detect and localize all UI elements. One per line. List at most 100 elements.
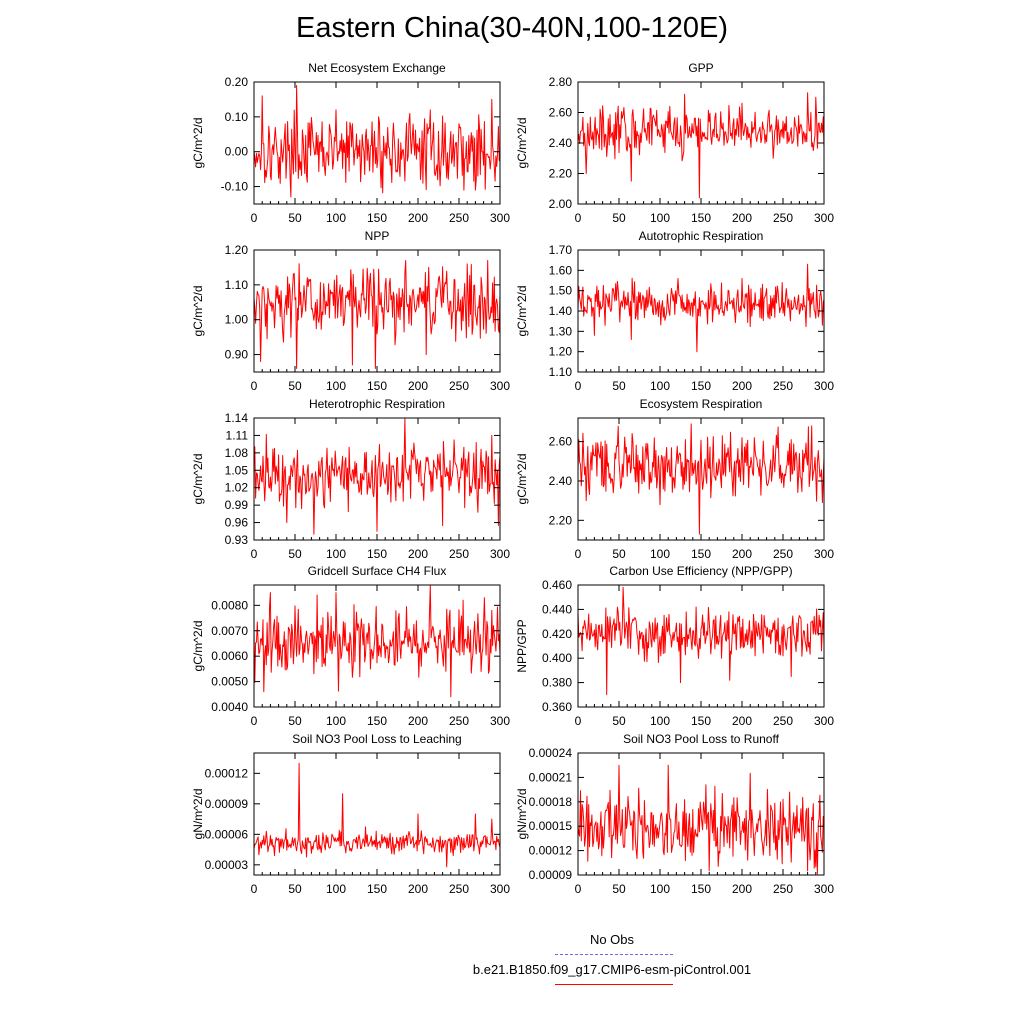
x-tick-label: 300	[490, 379, 510, 393]
y-tick-label: 1.70	[549, 243, 573, 257]
y-tick-label: 0.00012	[529, 844, 573, 858]
x-tick-label: 250	[773, 547, 793, 561]
y-tick-label: 0.93	[225, 533, 249, 547]
y-tick-label: 0.460	[542, 578, 572, 592]
x-tick-label: 200	[408, 547, 428, 561]
x-tick-label: 250	[773, 882, 793, 896]
x-tick-label: 300	[490, 714, 510, 728]
x-tick-label: 0	[575, 714, 582, 728]
y-tick-label: 0.0050	[211, 675, 248, 689]
panel-2: GPP gC/m^2/d 0 50 100 150 200 250 300 2.00 2.20 2.4…	[515, 61, 834, 225]
y-axis-label: gN/m^2/d	[515, 789, 529, 840]
x-tick-label: 300	[814, 211, 834, 225]
x-tick-label: 100	[650, 379, 670, 393]
legend-obs-line	[555, 954, 673, 955]
x-tick-label: 300	[814, 714, 834, 728]
x-tick-label: 0	[251, 547, 258, 561]
x-tick-label: 150	[691, 882, 711, 896]
x-tick-label: 50	[288, 882, 302, 896]
y-axis-label: gC/m^2/d	[515, 118, 529, 169]
x-tick-label: 300	[490, 211, 510, 225]
y-axis-label: gC/m^2/d	[515, 454, 529, 505]
x-tick-label: 150	[691, 714, 711, 728]
x-tick-label: 200	[408, 882, 428, 896]
panel-8: Carbon Use Efficiency (NPP/GPP) NPP/GPP 0 5…	[515, 564, 834, 728]
x-tick-label: 100	[650, 211, 670, 225]
panel-9: Soil NO3 Pool Loss to Leaching gN/m^2/d 0 5…	[191, 732, 510, 896]
x-tick-label: 150	[367, 211, 387, 225]
x-tick-label: 150	[691, 547, 711, 561]
x-tick-label: 250	[773, 211, 793, 225]
x-tick-label: 150	[367, 547, 387, 561]
x-tick-label: 100	[326, 714, 346, 728]
series-line	[253, 85, 501, 198]
x-tick-label: 0	[575, 882, 582, 896]
panel-6: Ecosystem Respiration gC/m^2/d 0 50 100 150 20…	[515, 397, 834, 561]
x-tick-label: 200	[732, 882, 752, 896]
panel-title: Soil NO3 Pool Loss to Leaching	[292, 732, 461, 746]
x-tick-label: 100	[326, 211, 346, 225]
x-tick-label: 250	[449, 547, 469, 561]
x-tick-label: 250	[449, 882, 469, 896]
y-tick-label: 0.00009	[205, 797, 249, 811]
x-tick-label: 300	[814, 547, 834, 561]
y-tick-label: 1.40	[549, 304, 573, 318]
panel-title: Carbon Use Efficiency (NPP/GPP)	[609, 564, 792, 578]
y-tick-label: 1.05	[225, 463, 249, 477]
y-tick-label: 2.20	[549, 167, 573, 181]
panel-title: Ecosystem Respiration	[640, 397, 763, 411]
y-tick-label: 1.10	[225, 278, 249, 292]
x-tick-label: 300	[490, 547, 510, 561]
x-tick-label: 250	[449, 211, 469, 225]
plot-frame	[577, 249, 825, 373]
x-tick-label: 300	[814, 379, 834, 393]
y-tick-label: 0.440	[542, 602, 572, 616]
plot-frame	[577, 417, 825, 541]
legend-model-label: b.e21.B1850.f09_g17.CMIP6-esm-piControl.…	[472, 962, 752, 977]
y-axis-label: gC/m^2/d	[191, 118, 205, 169]
y-tick-label: 0.99	[225, 498, 249, 512]
x-tick-label: 200	[408, 714, 428, 728]
y-tick-label: 0.400	[542, 651, 572, 665]
x-tick-label: 50	[612, 882, 626, 896]
y-tick-label: 0.00003	[205, 858, 249, 872]
x-tick-label: 50	[288, 714, 302, 728]
y-axis-label: gC/m^2/d	[191, 286, 205, 337]
y-tick-label: 1.02	[225, 481, 249, 495]
x-tick-label: 50	[612, 211, 626, 225]
x-tick-label: 200	[732, 211, 752, 225]
y-tick-label: 0.00006	[205, 827, 249, 841]
y-tick-label: 1.20	[225, 243, 249, 257]
y-tick-label: 2.60	[549, 106, 573, 120]
legend-model-line	[555, 984, 673, 985]
y-axis-label: gC/m^2/d	[191, 454, 205, 505]
panel-1: Net Ecosystem Exchange gC/m^2/d 0 50 100 150 2…	[191, 61, 510, 225]
x-tick-label: 100	[650, 882, 670, 896]
y-tick-label: 2.40	[549, 474, 573, 488]
y-tick-label: 0.00021	[529, 770, 573, 784]
x-tick-label: 200	[408, 211, 428, 225]
x-tick-label: 0	[251, 211, 258, 225]
panel-title: Soil NO3 Pool Loss to Runoff	[623, 732, 780, 746]
series-line	[577, 764, 825, 875]
x-tick-label: 0	[251, 379, 258, 393]
legend: No Obs b.e21.B1850.f09_g17.CMIP6-esm-piC…	[400, 930, 824, 1000]
y-tick-label: 2.00	[549, 197, 573, 211]
y-tick-label: 0.10	[225, 110, 249, 124]
x-tick-label: 300	[490, 882, 510, 896]
x-tick-label: 150	[691, 211, 711, 225]
panel-5: Heterotrophic Respiration gC/m^2/d 0 50 100 1…	[191, 397, 510, 561]
x-tick-label: 100	[326, 547, 346, 561]
y-axis-label: gC/m^2/d	[515, 286, 529, 337]
series-line	[253, 584, 501, 698]
panel-title: Net Ecosystem Exchange	[308, 61, 446, 75]
panel-title: Autotrophic Respiration	[639, 229, 764, 243]
x-tick-label: 50	[288, 547, 302, 561]
x-tick-label: 50	[612, 547, 626, 561]
y-tick-label: -0.10	[221, 180, 249, 194]
x-tick-label: 100	[326, 379, 346, 393]
series-line	[253, 762, 501, 868]
y-tick-label: 1.20	[549, 345, 573, 359]
x-tick-label: 200	[732, 714, 752, 728]
x-tick-label: 50	[612, 714, 626, 728]
